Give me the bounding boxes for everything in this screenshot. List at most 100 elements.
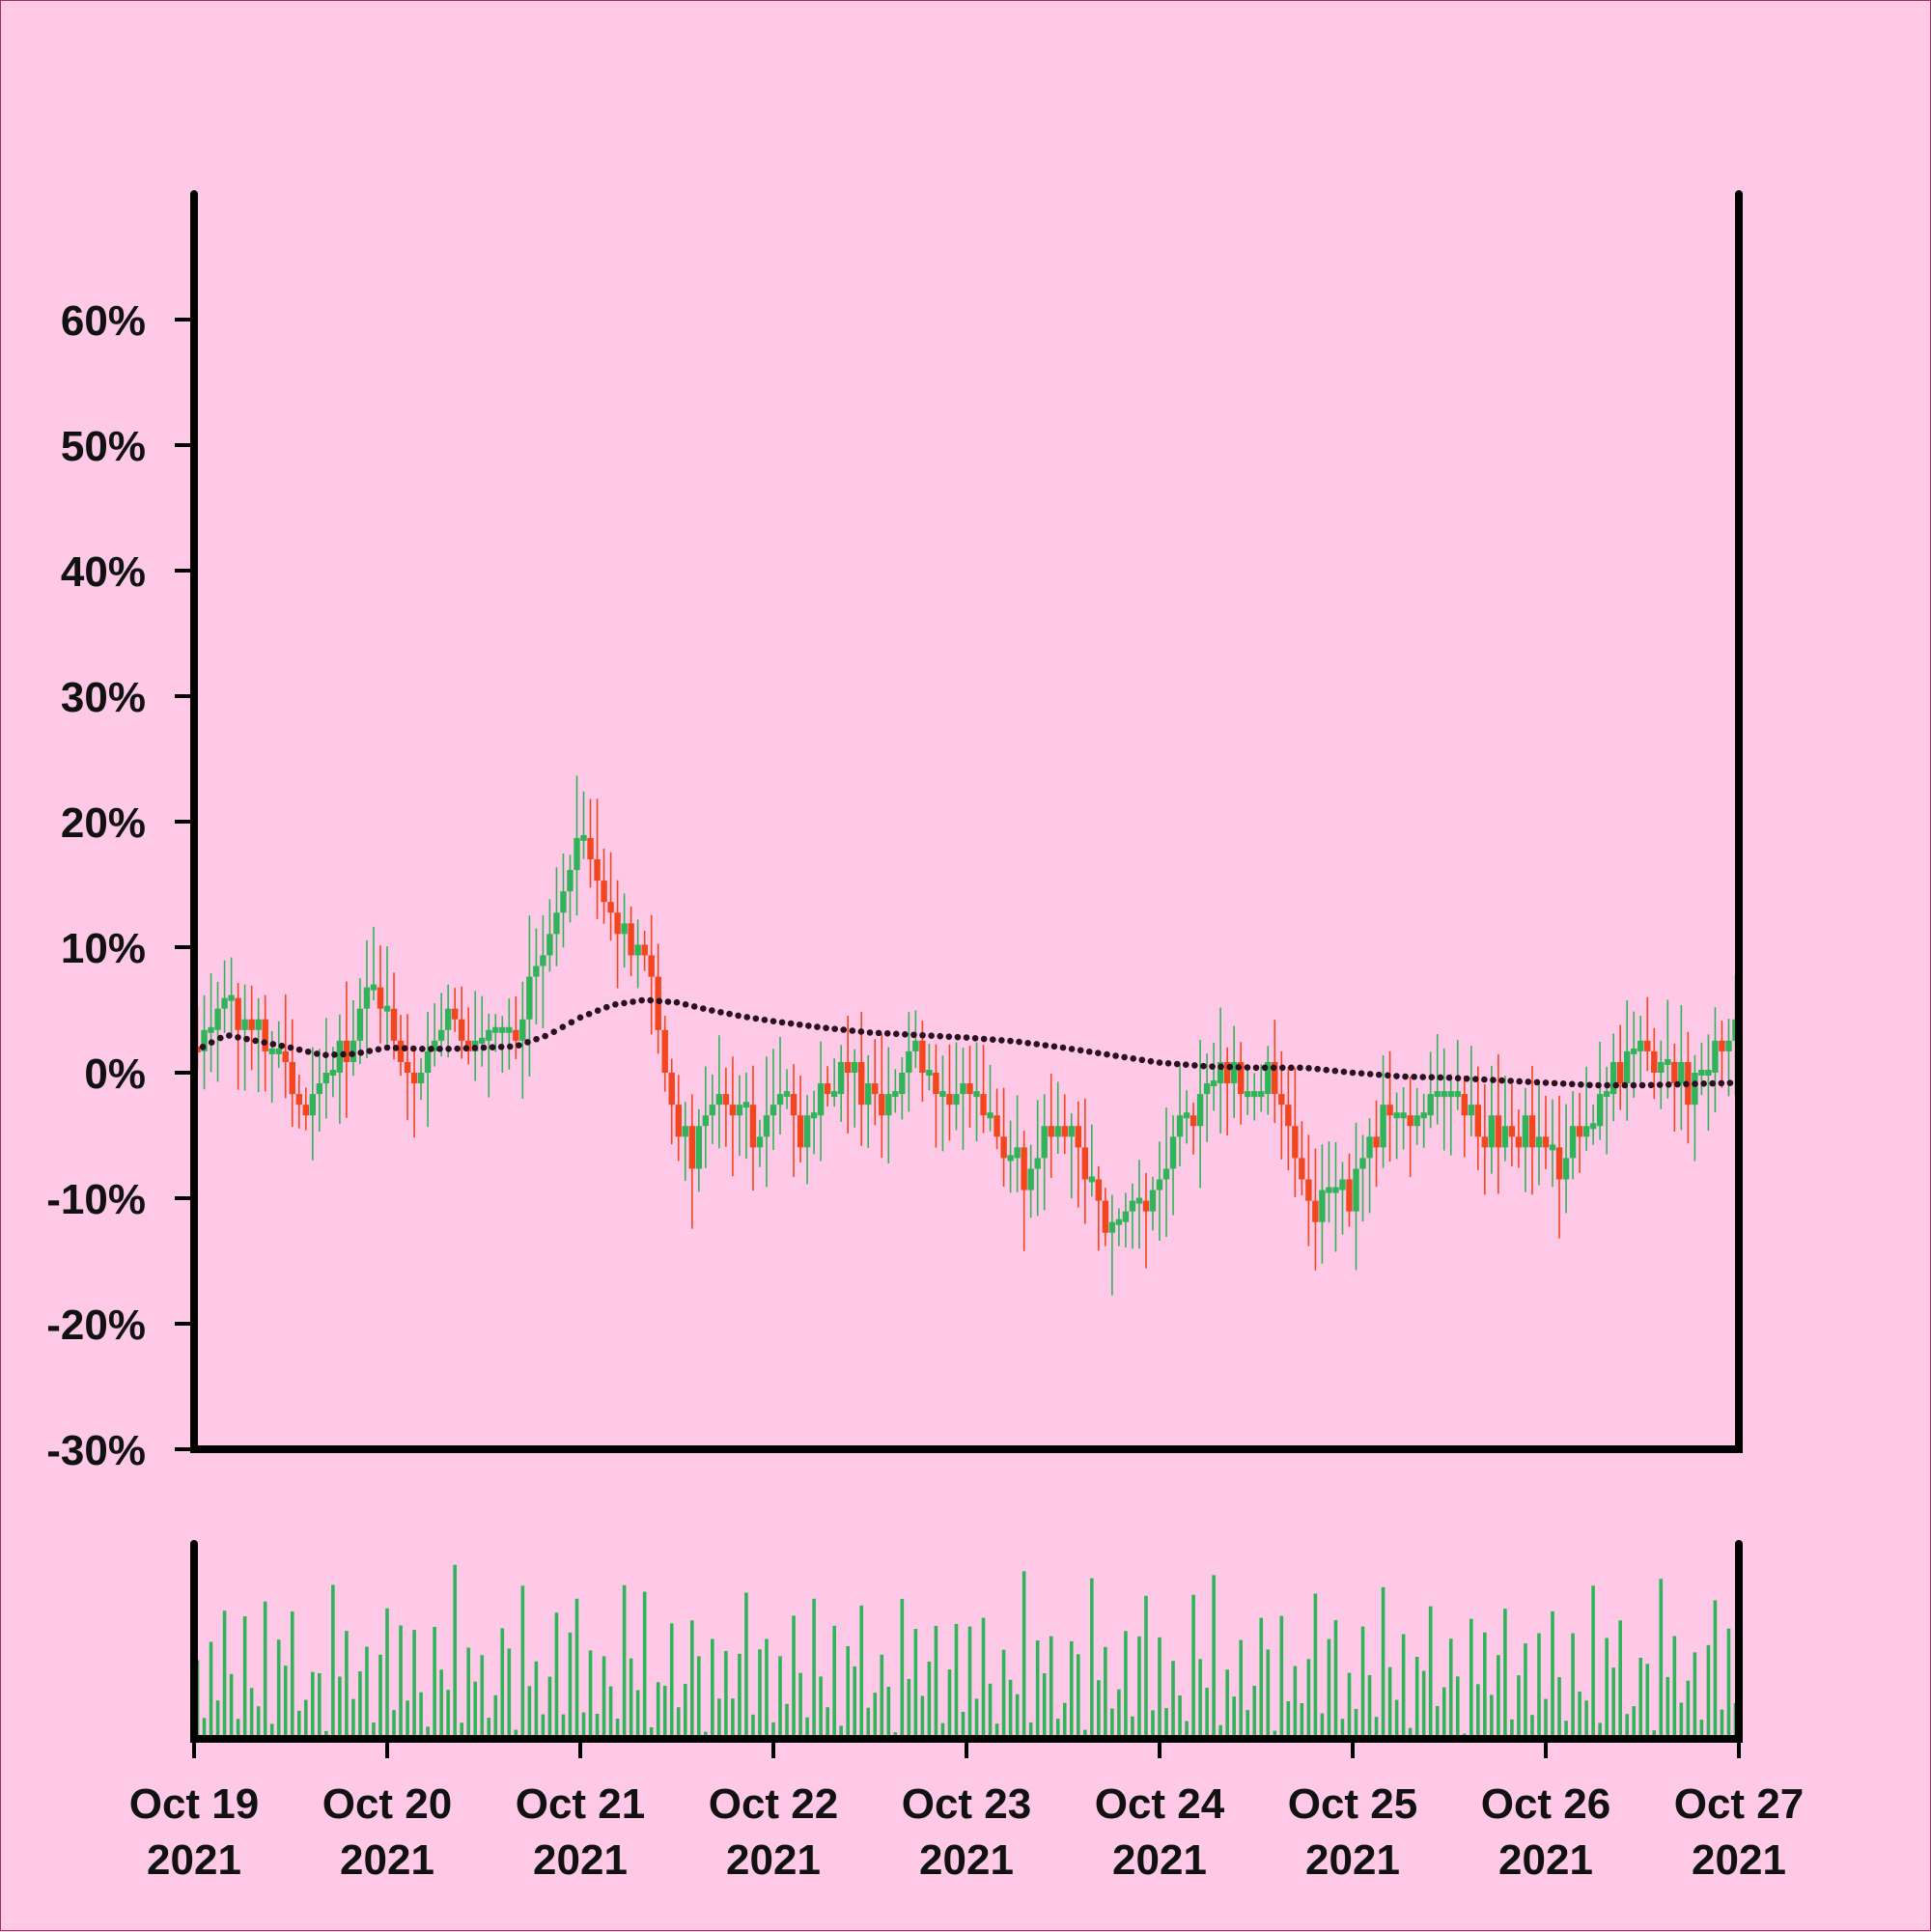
candle-body — [675, 1105, 682, 1137]
x-tick-label-year: 2021 — [726, 1836, 821, 1884]
ma-dot — [647, 996, 655, 1004]
volume-bar — [480, 1655, 485, 1739]
volume-bar — [1104, 1646, 1107, 1739]
x-tick-label-date: Oct 24 — [1095, 1780, 1225, 1828]
candle-body — [688, 1126, 695, 1169]
candle-body — [235, 997, 241, 1030]
ma-dot — [902, 1030, 909, 1038]
candle-body — [1441, 1091, 1447, 1098]
candle-body — [1142, 1200, 1150, 1212]
candle-body — [892, 1091, 899, 1098]
candle-body — [275, 1048, 282, 1054]
volume-bar — [988, 1683, 993, 1739]
candle-body — [587, 837, 594, 859]
volume-bar — [406, 1700, 409, 1739]
volume-bar — [338, 1676, 342, 1739]
candle-body — [1014, 1147, 1021, 1159]
candle-body — [255, 1019, 262, 1030]
candle-body — [1075, 1126, 1081, 1148]
candle-body — [262, 1019, 268, 1051]
candle-body — [1698, 1070, 1705, 1076]
volume-bar — [622, 1584, 627, 1739]
y-axis: 60% 50% 40% 30% 20% 10% 0% -10% -20% -30% — [46, 190, 1743, 1474]
volume-bar — [1693, 1652, 1697, 1739]
ma-dot — [1357, 1070, 1365, 1078]
candle-body — [1332, 1187, 1339, 1193]
volume-bar — [1524, 1643, 1527, 1739]
candle-body — [302, 1105, 309, 1116]
candle-body — [1393, 1112, 1400, 1119]
volume-bar — [1035, 1639, 1040, 1739]
ma-dot — [814, 1023, 821, 1030]
volume-panel — [195, 1564, 1738, 1739]
y-tick-label: -20% — [46, 1302, 146, 1349]
volume-bar — [296, 1710, 301, 1739]
volume-bar — [1293, 1666, 1298, 1739]
candle-body — [763, 1115, 770, 1137]
candle-body — [1407, 1115, 1413, 1127]
candle-body — [1189, 1115, 1197, 1127]
candle-body — [1454, 1091, 1461, 1098]
ma-dot — [919, 1031, 926, 1039]
candle-body — [336, 1040, 344, 1073]
volume-bar — [1720, 1709, 1724, 1739]
volume-bar — [934, 1625, 938, 1739]
volume-bar — [318, 1673, 322, 1739]
volume-bar — [1232, 1696, 1236, 1739]
ma-dot — [208, 1039, 215, 1046]
candle-body — [933, 1073, 939, 1095]
candle-body — [980, 1094, 987, 1116]
ma-dot — [823, 1024, 829, 1031]
volume-bar — [981, 1617, 986, 1739]
ma-dot — [1726, 1079, 1734, 1086]
volume-bar — [399, 1625, 403, 1739]
ma-dot — [559, 1023, 567, 1031]
volume-bar — [229, 1673, 234, 1739]
volume-bar — [1435, 1706, 1440, 1739]
ma-dot — [1665, 1080, 1672, 1088]
volume-bar — [1185, 1721, 1189, 1739]
candle-body — [1129, 1200, 1136, 1212]
volume-bar — [1537, 1633, 1541, 1739]
candle-body — [1380, 1105, 1386, 1148]
volume-bar — [662, 1685, 667, 1739]
volume-bar — [853, 1666, 857, 1739]
candle-body — [722, 1094, 730, 1106]
volume-bar — [1564, 1721, 1568, 1739]
volume-bar — [656, 1682, 660, 1739]
volume-bar — [439, 1669, 443, 1739]
volume-bar — [724, 1650, 728, 1739]
candle-body — [248, 1019, 255, 1030]
volume-bar — [249, 1688, 254, 1739]
volume-bar — [1313, 1593, 1318, 1739]
volume-bar — [581, 1712, 586, 1739]
candle-body — [431, 1040, 438, 1051]
candle-body — [1265, 1061, 1272, 1095]
ma-dot — [1085, 1048, 1093, 1055]
volume-bar — [1354, 1709, 1358, 1739]
ma-dot — [375, 1046, 382, 1053]
ma-dot — [533, 1035, 540, 1043]
ma-dot — [1182, 1061, 1189, 1069]
ma-dot — [883, 1030, 891, 1037]
candle-body — [492, 1026, 499, 1033]
candle-body — [444, 1008, 452, 1030]
ma-dot — [1323, 1066, 1330, 1074]
ma-dot — [295, 1046, 303, 1053]
volume-bar — [365, 1646, 369, 1739]
volume-bar — [1632, 1706, 1637, 1739]
candle-body — [628, 923, 634, 956]
x-tick-label-date: Oct 27 — [1674, 1780, 1805, 1828]
ma-dot — [1516, 1078, 1524, 1085]
candle-body — [648, 955, 655, 977]
candle-body — [1068, 1126, 1075, 1137]
volume-bar — [541, 1714, 546, 1739]
candle-body — [228, 994, 235, 1001]
ma-dot — [1656, 1081, 1664, 1088]
candle-body — [1299, 1158, 1305, 1180]
volume-bar — [1645, 1664, 1650, 1739]
ma-dot — [892, 1030, 900, 1038]
volume-bar — [676, 1707, 681, 1739]
ma-dot — [1428, 1074, 1436, 1081]
